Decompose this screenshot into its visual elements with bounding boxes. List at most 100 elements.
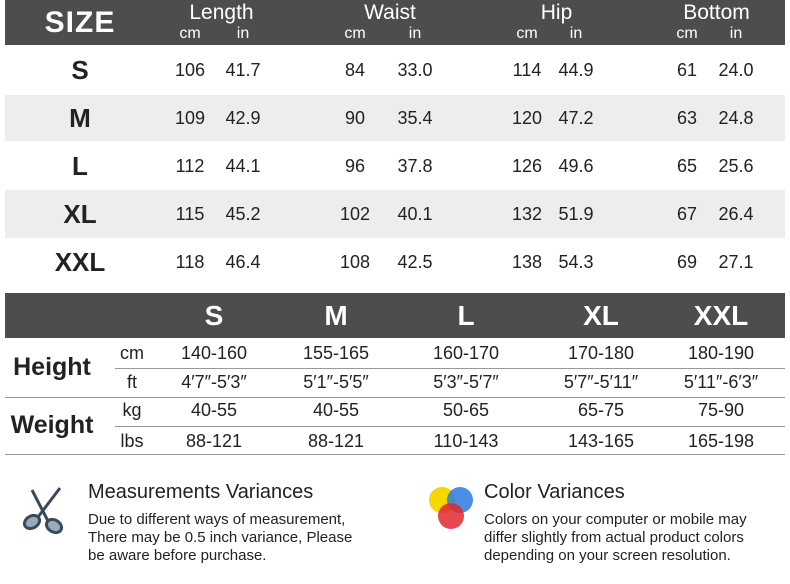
cell: 106	[174, 60, 206, 80]
size-name: M	[69, 103, 91, 133]
size-header-bar	[5, 0, 785, 45]
cell: 109	[174, 108, 206, 128]
size-heading: M	[324, 300, 348, 331]
unit-label: in	[408, 25, 422, 42]
cell: 37.8	[397, 155, 433, 176]
row-stripe	[5, 190, 785, 238]
cell: 108	[339, 251, 371, 272]
size-heading: XXL	[693, 300, 749, 331]
group-label: Weight	[10, 410, 94, 439]
note-title: Measurements Variances	[88, 481, 314, 503]
cell: 27.1	[718, 251, 754, 272]
cell: 155-165	[302, 343, 370, 363]
cell: 65	[676, 155, 698, 176]
unit-label: in	[569, 25, 583, 42]
size-name: S	[71, 55, 89, 85]
unit-label: cm	[516, 25, 538, 42]
unit-label: in	[729, 25, 743, 42]
cell: 65-75	[577, 400, 625, 420]
cell: 61	[676, 60, 698, 80]
cell: 45.2	[225, 204, 261, 224]
cell: 180-190	[687, 343, 755, 363]
column-title: Bottom	[683, 1, 750, 24]
cell: 67	[676, 204, 698, 224]
unit-label: cm	[344, 25, 366, 42]
rule	[5, 397, 785, 398]
color-icon	[429, 487, 473, 529]
unit: ft	[126, 372, 138, 392]
cell: 165-198	[687, 431, 755, 451]
cell: 63	[676, 108, 698, 128]
column-title: Waist	[364, 1, 416, 24]
cell: 26.4	[718, 204, 754, 224]
cell: 5′1″-5′5″	[303, 372, 369, 392]
cell: 44.9	[558, 60, 594, 80]
cell: 114	[512, 60, 542, 80]
cell: 118	[175, 251, 205, 272]
scissors-icon	[22, 487, 64, 535]
cell: 75-90	[697, 400, 745, 420]
cell: 24.0	[718, 60, 754, 80]
fit-header-bar	[5, 293, 785, 338]
cell: 132	[511, 204, 543, 224]
row-stripe	[5, 95, 785, 141]
unit: lbs	[120, 431, 144, 451]
cell: 41.7	[225, 60, 261, 80]
cell: 160-170	[432, 343, 500, 363]
size-heading: L	[457, 300, 475, 331]
cell: 96	[344, 155, 366, 176]
cell: 54.3	[558, 251, 594, 272]
cell: 42.5	[397, 251, 433, 272]
rule	[115, 426, 785, 427]
cell: 90	[344, 108, 366, 128]
size-heading: S	[204, 300, 224, 331]
cell: 47.2	[558, 108, 594, 128]
cell: 35.4	[397, 108, 433, 128]
cell: 5′11″-6′3″	[683, 372, 759, 392]
note-line: There may be 0.5 inch variance, Please	[88, 529, 353, 546]
cell: 126	[511, 155, 543, 176]
note-line: be aware before purchase.	[88, 547, 267, 564]
unit-label: in	[236, 25, 250, 42]
cell: 5′3″-5′7″	[433, 372, 499, 392]
unit: cm	[120, 343, 144, 363]
cell: 42.9	[225, 108, 261, 128]
cell: 24.8	[718, 108, 754, 128]
note-line: differ slightly from actual product colo…	[484, 529, 744, 546]
unit-label: cm	[179, 25, 201, 42]
size-name: XXL	[54, 246, 106, 277]
cell: 84	[344, 60, 366, 80]
cell: 40-55	[312, 400, 360, 420]
cell: 88-121	[307, 431, 365, 451]
cell: 40.1	[397, 204, 433, 224]
cell: 46.4	[225, 251, 261, 272]
cell: 110-143	[433, 431, 499, 451]
cell: 140-160	[180, 343, 248, 363]
size-heading: XL	[583, 300, 619, 331]
note-line: depending on your screen resolution.	[484, 547, 731, 564]
cell: 120	[511, 108, 543, 128]
cell: 51.9	[558, 204, 594, 224]
note-line: Due to different ways of measurement,	[88, 511, 346, 528]
cell: 115	[175, 204, 205, 224]
column-title: Length	[189, 1, 254, 24]
size-name: L	[72, 150, 88, 181]
size-name: XL	[63, 199, 97, 229]
group-label: Height	[13, 352, 91, 381]
cell: 170-180	[567, 343, 635, 363]
unit-label: cm	[676, 25, 698, 42]
rule	[115, 368, 785, 369]
cell: 50-65	[442, 400, 490, 420]
cell: 40-55	[190, 400, 238, 420]
unit: kg	[122, 400, 142, 420]
cell: 102	[339, 204, 371, 224]
cell: 88-121	[185, 431, 243, 451]
cell: 112	[175, 155, 205, 176]
cell: 143-165	[567, 431, 635, 451]
cell: 44.1	[225, 155, 261, 176]
cell: 4′7″-5′3″	[181, 372, 247, 392]
cell: 138	[511, 251, 543, 272]
size-label: SIZE	[44, 6, 116, 39]
column-title: Hip	[540, 1, 573, 24]
